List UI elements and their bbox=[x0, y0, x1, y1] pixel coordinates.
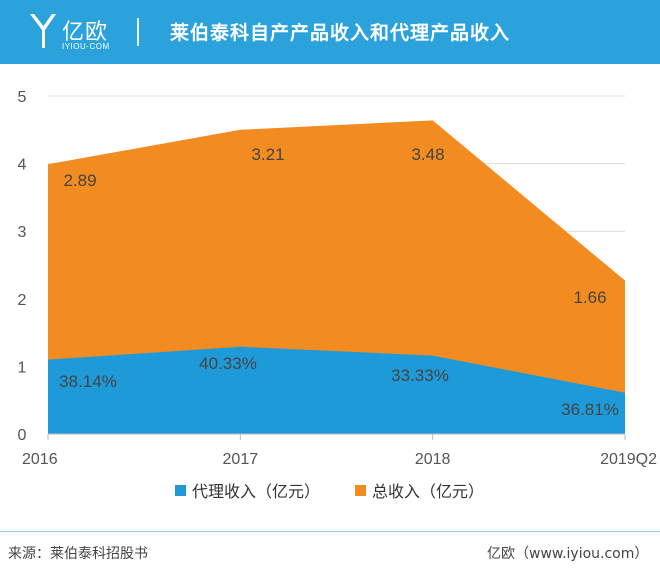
header-bar: 亿欧 IYIOU·COM 莱伯泰科自产产品收入和代理产品收入 bbox=[0, 0, 660, 64]
total-data-label: 3.48 bbox=[411, 145, 444, 164]
legend-item-agency: 代理收入（亿元） bbox=[175, 478, 320, 502]
chart-title: 莱伯泰科自产产品收入和代理产品收入 bbox=[170, 22, 511, 44]
legend-swatch-total bbox=[355, 484, 366, 496]
y-tick-label: 0 bbox=[18, 427, 27, 444]
data-labels: 2.89 3.21 3.48 1.66 38.14% 40.33% 33.33% 36.81% bbox=[59, 145, 619, 419]
axes: 0 1 2 3 4 5 2016 2017 2018 2019Q2 bbox=[18, 89, 658, 468]
agency-share-label: 38.14% bbox=[59, 372, 117, 391]
agency-revenue-area bbox=[48, 346, 625, 434]
y-tick-label: 4 bbox=[18, 157, 27, 174]
y-tick-label: 2 bbox=[18, 292, 27, 309]
total-data-label: 2.89 bbox=[63, 171, 96, 190]
footer-divider bbox=[0, 531, 660, 532]
agency-share-label: 33.33% bbox=[391, 366, 449, 385]
area-chart: 0 1 2 3 4 5 2016 2017 2018 2019Q2 2.89 3.21 3.48 1.6… bbox=[18, 89, 658, 468]
logo: 亿欧 IYIOU·COM bbox=[28, 8, 128, 56]
x-tick-label: 2016 bbox=[22, 451, 58, 468]
y-tick-label: 1 bbox=[18, 359, 27, 376]
agency-share-label: 36.81% bbox=[561, 400, 619, 419]
total-data-label: 1.66 bbox=[573, 288, 606, 307]
x-tick-label: 2019Q2 bbox=[600, 451, 657, 468]
legend-item-total: 总收入（亿元） bbox=[355, 478, 484, 502]
logo-subtext: IYIOU·COM bbox=[62, 42, 110, 51]
chart-areas bbox=[48, 120, 625, 434]
agency-share-label: 40.33% bbox=[199, 354, 257, 373]
total-data-label: 3.21 bbox=[251, 145, 284, 164]
source-note: 来源：莱伯泰科招股书 bbox=[8, 546, 148, 562]
legend-label-total: 总收入（亿元） bbox=[372, 484, 485, 501]
header-divider bbox=[137, 18, 139, 46]
y-tick-label: 5 bbox=[18, 89, 27, 106]
logo-mark-icon bbox=[30, 14, 56, 48]
legend-swatch-agency bbox=[175, 484, 186, 496]
x-tick-label: 2017 bbox=[223, 451, 259, 468]
x-tick-label: 2018 bbox=[415, 451, 451, 468]
site-credit: 亿欧（www.iyiou.com） bbox=[487, 546, 649, 562]
y-tick-label: 3 bbox=[18, 224, 27, 241]
legend: 代理收入（亿元） 总收入（亿元） bbox=[0, 478, 660, 502]
logo-text: 亿欧 bbox=[62, 19, 109, 44]
legend-label-agency: 代理收入（亿元） bbox=[192, 484, 321, 501]
